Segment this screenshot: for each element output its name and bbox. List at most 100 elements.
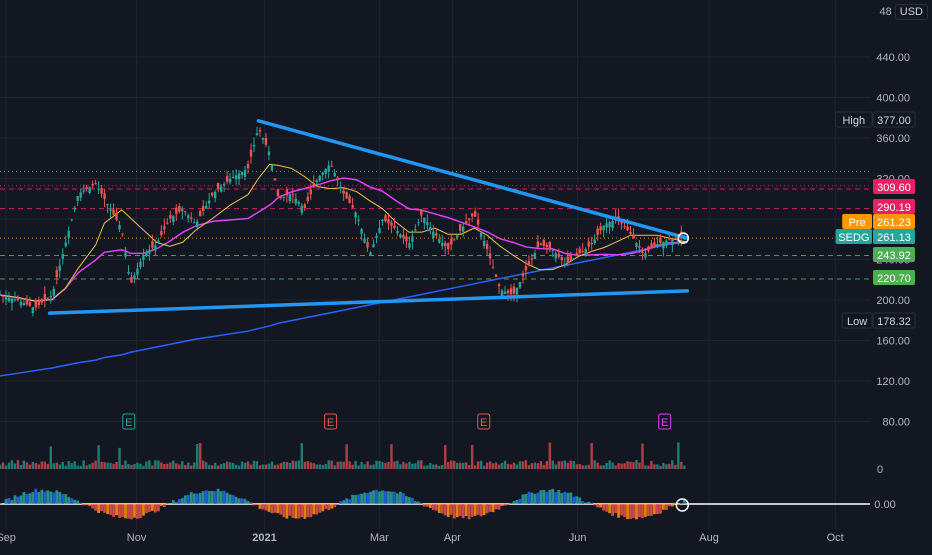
y-axis-tick-label: 80.00 [882, 417, 910, 429]
volume-bar [184, 465, 186, 469]
candle-body [62, 254, 64, 259]
volume-bar [623, 463, 625, 469]
volume-bar [178, 465, 180, 469]
volume-bar [268, 464, 270, 469]
oscillator-bar [569, 493, 572, 504]
oscillator-bar [605, 504, 608, 512]
volume-bar [190, 465, 192, 469]
volume-bar [680, 462, 682, 469]
candle-body [265, 138, 267, 145]
candle-body [567, 257, 569, 263]
candle-body [217, 183, 219, 189]
volume-bar [172, 460, 174, 469]
oscillator-bar [82, 504, 85, 505]
candle-body [507, 291, 509, 293]
candle-body [438, 239, 440, 242]
oscillator-bar [160, 504, 163, 506]
volume-bar [492, 463, 494, 469]
candle-body [319, 176, 321, 181]
candle-body [671, 239, 673, 245]
candle-body [405, 236, 407, 241]
candle-body [8, 298, 10, 302]
oscillator-bar [465, 504, 468, 516]
oscillator-bar [596, 504, 599, 507]
oscillator-bar [414, 501, 417, 504]
currency-button[interactable]: USD [895, 4, 928, 20]
oscillator-bar [151, 504, 154, 511]
oscillator-bar [208, 491, 211, 504]
price-label: 220.70 [873, 270, 915, 285]
oscillator-bar [653, 504, 656, 514]
candle-body [322, 172, 324, 174]
volume-bar [262, 465, 264, 469]
volume-bar [408, 462, 410, 469]
volume-bar [579, 464, 581, 469]
volume-bar [653, 464, 655, 469]
candle-body [635, 243, 637, 247]
volume-bar [656, 464, 658, 469]
oscillator-bar [163, 504, 166, 507]
volume-bar [241, 462, 243, 469]
oscillator-bar [533, 494, 536, 504]
volume-bar [148, 460, 150, 469]
volume-bar [357, 465, 359, 469]
volume-bar [26, 462, 28, 469]
candle-body [53, 289, 55, 296]
candle-body [582, 251, 584, 252]
oscillator-bar [572, 497, 575, 504]
candle-body [172, 216, 174, 222]
volume-bar [620, 464, 622, 469]
candle-body [82, 191, 84, 192]
candle-body [298, 202, 300, 204]
candle-body [564, 264, 566, 266]
volume-bar [441, 465, 443, 469]
candle-body [462, 227, 464, 232]
oscillator-bar [37, 492, 40, 504]
oscillator-bar [680, 503, 683, 504]
candle-body [513, 287, 515, 294]
candle-body [20, 302, 22, 306]
volume-bar [420, 460, 422, 469]
oscillator-bar [578, 498, 581, 504]
candle-body [662, 242, 664, 249]
volume-bar [599, 466, 601, 469]
candle-body [668, 238, 670, 240]
candle-body [85, 187, 87, 189]
oscillator-bar [315, 504, 318, 515]
oscillator-bar [641, 504, 644, 518]
candle-body [552, 250, 554, 251]
oscillator-bar [327, 504, 330, 510]
volume-bar [593, 460, 595, 469]
volume-bar [570, 461, 572, 469]
candle-body [2, 296, 4, 297]
candle-body [540, 243, 542, 244]
volume-bar [23, 460, 25, 469]
candle-body [100, 188, 102, 193]
volume-bar [390, 444, 392, 469]
volume-bar [378, 461, 380, 469]
oscillator-bar [471, 504, 474, 517]
candle-body [486, 244, 488, 249]
candle-body [220, 187, 222, 192]
volume-bar [456, 463, 458, 469]
volume-bar [486, 463, 488, 469]
oscillator-bar [124, 504, 127, 518]
candle-body [426, 222, 428, 225]
oscillator-bar [49, 492, 52, 504]
volume-bar [32, 462, 34, 469]
volume-bar [199, 443, 201, 469]
volume-zero-label: 0 [877, 464, 883, 476]
oscillator-bar [659, 504, 662, 514]
volume-bar [447, 462, 449, 469]
candle-body [50, 296, 52, 298]
candle-body [587, 242, 589, 247]
oscillator-bar [312, 504, 315, 514]
volume-bar [429, 463, 431, 469]
candle-body [133, 276, 135, 280]
candle-body [474, 211, 476, 216]
candle-body [5, 297, 7, 300]
candle-body [417, 222, 419, 223]
